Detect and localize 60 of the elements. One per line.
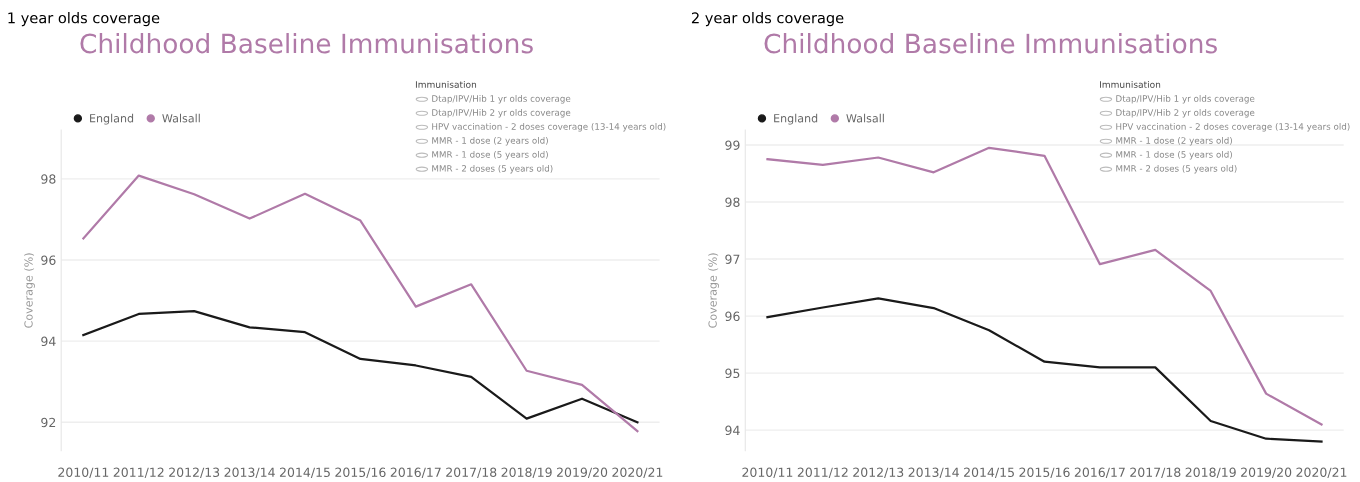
x-tick-label: 2010/11: [742, 467, 793, 478]
y-tick-label: 98: [41, 174, 56, 184]
x-tick-label: 2013/14: [224, 467, 275, 478]
x-tick-label: 2019/20: [1241, 467, 1292, 478]
x-tick-label: 2015/16: [1019, 467, 1070, 478]
text: Dtap/IPV/Hib 1 yr olds coverage: [432, 95, 571, 104]
y-tick-label: 96: [725, 311, 740, 321]
y-tick-label: 98: [725, 197, 740, 207]
x-tick-label: 2012/13: [169, 467, 220, 478]
x-tick-label: 2012/13: [853, 467, 904, 478]
annotation: MMR - 1 dose (5 years old): [1116, 150, 1232, 160]
x-tick-label: 2016/17: [1074, 467, 1125, 478]
y-tick-label: 99: [725, 140, 740, 150]
x-tick-label: 2017/18: [1130, 467, 1181, 478]
x-tick-label: 2015/16: [335, 467, 386, 478]
x-tick-label: 2019/20: [556, 467, 608, 478]
y-tick-label: 96: [41, 255, 56, 265]
x-tick-label: 2016/17: [390, 467, 441, 478]
x-tick-label: 2014/15: [964, 467, 1014, 478]
x-tick-label: 2011/12: [113, 467, 164, 478]
text: Immunisation: [415, 80, 477, 88]
line-series: [766, 146, 1323, 426]
annotation: MMR - 2 doses (5 years old): [432, 164, 553, 174]
x-tick-label: 2011/12: [797, 467, 848, 478]
line-series: [766, 297, 1323, 443]
y-tick-label: 92: [41, 417, 56, 428]
y-axis-title: Coverage (%): [24, 253, 35, 328]
y-axis-title: Coverage (%): [708, 253, 719, 328]
y-tick-label: 97: [725, 254, 740, 264]
x-tick-label: 2018/19: [1185, 467, 1236, 478]
x-tick-label: 2020/21: [1296, 467, 1347, 478]
y-tick-label: 94: [41, 336, 56, 347]
chart-title: Childhood Baseline Immunisations: [80, 33, 533, 54]
y-tick-label: 94: [725, 425, 740, 436]
annotation: MMR - 1 dose (5 years old): [432, 150, 548, 160]
x-tick-label: 2013/14: [908, 467, 959, 478]
annotation: MMR - 1 dose (2 years old): [1116, 136, 1232, 146]
x-tick-label: 2018/19: [501, 467, 552, 478]
text: Dtap/IPV/Hib 2 yr olds coverage: [432, 109, 571, 118]
line-series: [82, 174, 639, 433]
annotation: MMR - 2 doses (5 years old): [1116, 164, 1237, 174]
y-tick-label: 95: [725, 368, 740, 379]
x-tick-label: 2014/15: [279, 467, 330, 478]
x-tick-label: 2010/11: [58, 467, 109, 478]
chart-title: Childhood Baseline Immunisations: [764, 33, 1217, 54]
annotation: HPV vaccination - 2 doses coverage (13-14 years old): [432, 123, 666, 132]
text: Dtap/IPV/Hib 2 yr olds coverage: [1116, 109, 1255, 118]
legend-label: England: [90, 113, 134, 125]
text: Immunisation: [1100, 80, 1161, 88]
text: Dtap/IPV/Hib 1 yr olds coverage: [1116, 95, 1255, 104]
chart-subtitle: 1 year olds coverage: [8, 12, 160, 27]
annotation: HPV vaccination - 2 doses coverage (13-14 years old): [1116, 123, 1350, 132]
annotation: MMR - 1 dose (2 years old): [432, 136, 548, 146]
x-tick-label: 2017/18: [446, 467, 497, 478]
line-series: [82, 309, 639, 424]
x-tick-label: 2020/21: [612, 467, 663, 478]
legend-label: England: [774, 113, 818, 125]
legend-label: Walsall: [846, 113, 884, 123]
legend-label: Walsall: [162, 113, 200, 123]
chart-subtitle: 2 year olds coverage: [691, 12, 844, 27]
